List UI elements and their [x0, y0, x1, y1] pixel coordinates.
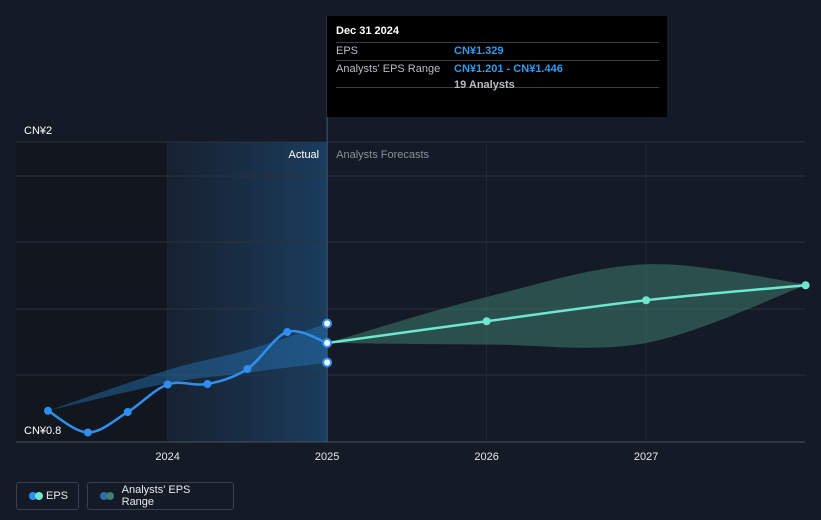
eps-point[interactable] [163, 380, 172, 389]
tooltip-date: Dec 31 2024 [336, 25, 399, 37]
forecast-eps-range-band [327, 264, 806, 348]
eps-forecast-line [326, 284, 806, 345]
tooltip-eps-value: CN¥1.329 [454, 45, 504, 57]
eps-forecast-point[interactable] [482, 317, 491, 326]
eps-point[interactable] [83, 428, 92, 437]
eps-point[interactable] [283, 328, 292, 336]
forecast-section-label: Analysts Forecasts [336, 149, 429, 161]
x-tick-label: 2027 [634, 451, 658, 463]
legend-range-label: Analysts' EPS Range [121, 484, 191, 508]
legend-analysts-range[interactable]: Analysts' EPS Range [87, 482, 234, 510]
eps-forecast-point[interactable] [801, 281, 810, 290]
tooltip-range-label: Analysts' EPS Range [336, 63, 441, 75]
range-high-marker[interactable] [322, 318, 333, 329]
tooltip-eps-label: EPS [336, 45, 359, 57]
x-tick-label: 2026 [474, 451, 498, 463]
tooltip: Dec 31 2024 EPS CN¥1.329 Analysts' EPS R… [327, 16, 667, 117]
eps-point[interactable] [243, 365, 252, 373]
eps-forecast-point[interactable] [642, 296, 651, 305]
legend-eps[interactable]: EPS [16, 482, 79, 510]
past-region-bg [16, 142, 168, 442]
legend-eps-label: EPS [45, 490, 68, 502]
legend-range-icon [100, 492, 114, 500]
tooltip-range-row: Analysts' EPS Range CN¥1.201 - CN¥1.446 … [336, 60, 659, 91]
eps-current-marker[interactable] [322, 338, 333, 348]
y-axis-bottom-label: CN¥0.8 [24, 425, 61, 437]
actual-section-label: Actual [289, 149, 320, 161]
x-tick-label: 2025 [315, 451, 339, 463]
actual-eps-range-band [48, 323, 328, 411]
tooltip-eps-row: EPS CN¥1.329 [336, 42, 659, 60]
eps-point[interactable] [123, 408, 132, 416]
x-tick-label: 2024 [155, 451, 179, 463]
tooltip-range-value: CN¥1.201 - CN¥1.446 [454, 63, 563, 75]
legend-eps-icon [29, 492, 43, 500]
eps-point[interactable] [44, 406, 52, 415]
actual-region-bg [168, 142, 328, 442]
y-axis-top-label: CN¥2 [24, 125, 52, 137]
range-low-marker[interactable] [322, 357, 333, 368]
eps-point[interactable] [203, 380, 212, 388]
tooltip-analysts-count: 19 Analysts [454, 79, 515, 91]
